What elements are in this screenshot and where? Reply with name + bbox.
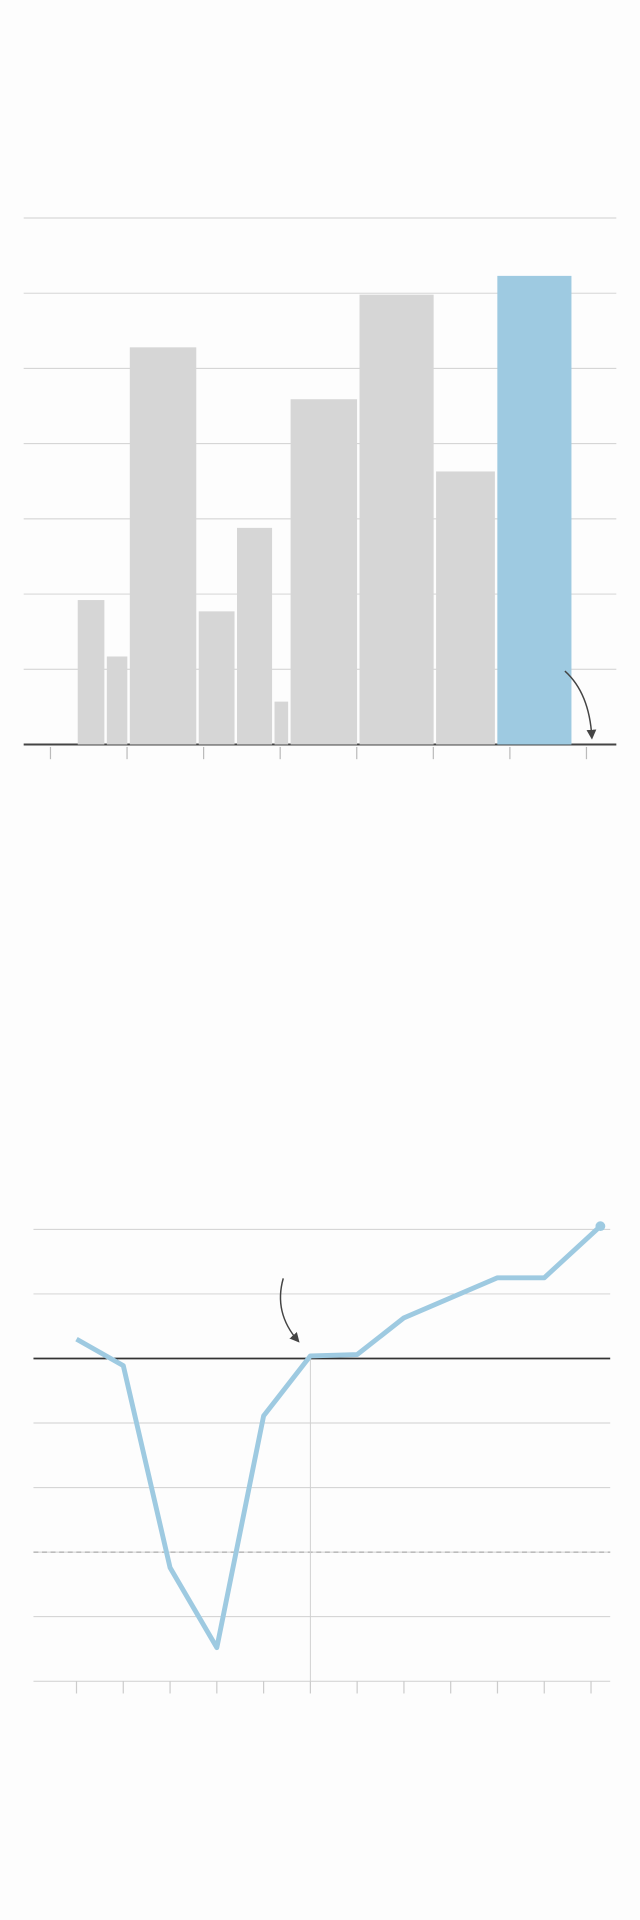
bar <box>497 275 572 745</box>
line-chart <box>33 1221 611 1694</box>
bar <box>290 399 358 745</box>
bar-chart <box>23 217 617 760</box>
bar <box>106 656 128 745</box>
bar <box>77 600 105 745</box>
bar <box>236 527 273 745</box>
annotation-arrow <box>564 670 597 740</box>
end-point <box>595 1221 606 1232</box>
bar <box>436 471 495 745</box>
bar <box>198 611 235 745</box>
bar <box>274 701 289 745</box>
bar <box>359 294 434 745</box>
bar <box>129 347 197 745</box>
annotation-arrow <box>279 1278 300 1343</box>
line-series <box>75 1224 603 1651</box>
